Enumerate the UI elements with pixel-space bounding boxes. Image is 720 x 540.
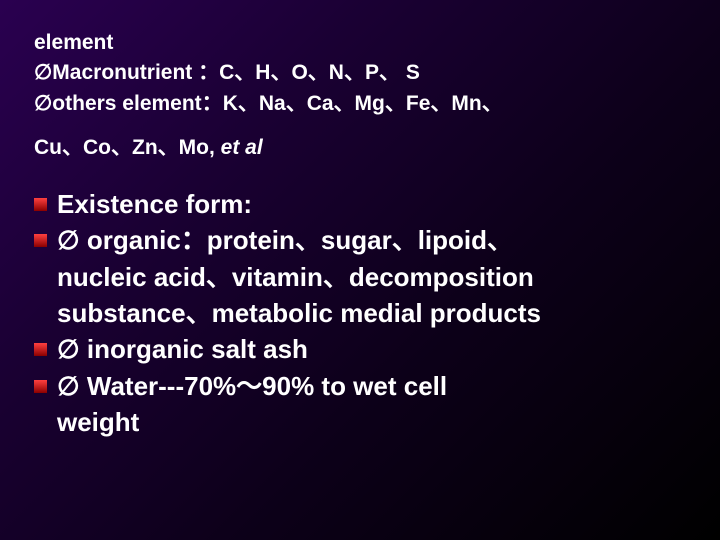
water-text: ∅ Water---70%～90% to wet cell — [57, 368, 686, 404]
macronutrient-items: C、H、O、N、P、 S — [219, 61, 420, 84]
elements-cont-text: Cu、Co、Zn、Mo, — [34, 136, 221, 159]
element-heading: element — [34, 28, 686, 58]
organic-rest: protein、sugar、lipoid、 — [207, 225, 513, 255]
element-block: element ∅Macronutrient ：C、H、O、N、P、 S ∅ot… — [34, 28, 686, 119]
existence-heading: Existence form: — [57, 186, 686, 222]
organic-text: ∅ organic：protein、sugar、lipoid、 — [57, 222, 686, 258]
square-bullet-icon — [34, 380, 47, 393]
organic-cont1: nucleic acid、vitamin、decomposition — [57, 259, 686, 295]
inorganic-text: ∅ inorganic salt ash — [57, 331, 686, 367]
inorganic-row: ∅ inorganic salt ash — [34, 331, 686, 367]
others-items: K、Na、Ca、Mg、Fe、Mn、 — [223, 92, 503, 115]
square-bullet-icon — [34, 198, 47, 211]
empty-set-icon: ∅ — [34, 61, 52, 84]
organic-cont2: substance、metabolic medial products — [57, 295, 686, 331]
square-bullet-icon — [34, 343, 47, 356]
organic-row: ∅ organic：protein、sugar、lipoid、 — [34, 222, 686, 258]
elements-continuation: Cu、Co、Zn、Mo, et al — [34, 133, 686, 163]
existence-heading-row: Existence form: — [34, 186, 686, 222]
others-prefix: others element： — [52, 92, 222, 115]
empty-set-icon: ∅ — [34, 92, 52, 115]
et-al: et al — [221, 136, 263, 159]
others-element-line: ∅others element：K、Na、Ca、Mg、Fe、Mn、 — [34, 89, 686, 119]
macronutrient-line: ∅Macronutrient ：C、H、O、N、P、 S — [34, 58, 686, 88]
water-row: ∅ Water---70%～90% to wet cell — [34, 368, 686, 404]
square-bullet-icon — [34, 234, 47, 247]
macronutrient-prefix: Macronutrient ： — [52, 61, 219, 84]
water-cont: weight — [57, 404, 686, 440]
organic-lead: ∅ organic： — [57, 225, 207, 255]
existence-form-block: Existence form: ∅ organic：protein、sugar、… — [34, 186, 686, 441]
